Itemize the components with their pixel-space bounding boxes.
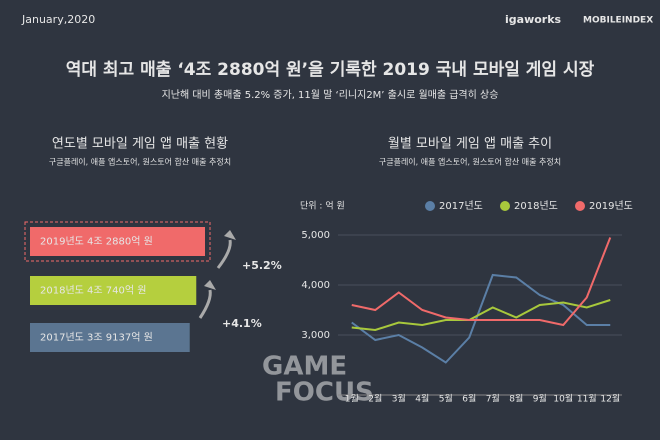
growth-arrow xyxy=(216,239,232,269)
watermark: FOCUS xyxy=(275,378,374,408)
arrowhead xyxy=(224,230,236,240)
subtitle: 지난해 대비 총매출 5.2% 증가, 11월 말 ‘리니지2M’ 출시로 월매… xyxy=(162,88,499,101)
x-tick-label: 9월 xyxy=(533,393,547,405)
watermark: GAME xyxy=(262,352,347,382)
title: 역대 최고 매출 ‘4조 2880억 원’을 기록한 2019 국내 모바일 게… xyxy=(66,59,595,80)
bar-label: 2019년도 4조 2880억 원 xyxy=(40,236,153,248)
x-tick-label: 10월 xyxy=(553,393,573,405)
x-tick-label: 4월 xyxy=(415,393,429,405)
legend-swatch xyxy=(500,201,510,211)
bar xyxy=(30,276,197,305)
legend-label: 2019년도 xyxy=(589,200,633,212)
x-tick-label: 6월 xyxy=(462,393,476,405)
series-line xyxy=(351,237,612,327)
series-line xyxy=(351,273,611,364)
arrowhead xyxy=(204,280,216,290)
left-chart-title: 연도별 모바일 게임 앱 매출 현황 xyxy=(52,137,228,152)
legend-label: 2017년도 xyxy=(439,200,483,212)
unit-label: 단위 : 억 원 xyxy=(300,200,345,212)
right-chart-title: 월별 모바일 게임 앱 매출 추이 xyxy=(388,137,552,152)
y-tick-label: 3,000 xyxy=(301,330,330,341)
x-tick-label: 3월 xyxy=(392,393,406,405)
date: January,2020 xyxy=(21,13,95,26)
growth-arrow xyxy=(198,289,212,319)
x-tick-label: 7월 xyxy=(486,393,500,405)
x-tick-label: 8월 xyxy=(509,393,523,405)
x-tick-label: 12월 xyxy=(600,393,620,405)
logo-right: MOBILEINDEX xyxy=(583,16,653,26)
x-tick-label: 1월 xyxy=(345,393,359,405)
bar xyxy=(30,227,205,256)
x-tick-label: 11월 xyxy=(577,393,597,405)
growth-annotation: +5.2% xyxy=(242,259,282,272)
logo-left: igaworks xyxy=(505,13,562,26)
y-tick-label: 4,000 xyxy=(301,280,330,291)
legend-swatch xyxy=(425,201,435,211)
legend-label: 2018년도 xyxy=(514,200,558,212)
series-line xyxy=(351,299,611,332)
x-tick-label: 5월 xyxy=(439,393,453,405)
x-tick-label: 2월 xyxy=(368,393,382,405)
bar xyxy=(30,323,190,352)
y-tick-label: 5,000 xyxy=(301,230,330,241)
legend-swatch xyxy=(575,201,585,211)
growth-annotation: +4.1% xyxy=(222,317,262,330)
bar-label: 2018년도 4조 740억 원 xyxy=(40,285,146,297)
left-chart-subtitle: 구글플레이, 애플 앱스토어, 원스토어 합산 매출 추정치 xyxy=(49,157,231,167)
bar-label: 2017년도 3조 9137억 원 xyxy=(40,332,153,344)
right-chart-subtitle: 구글플레이, 애플 앱스토어, 원스토어 합산 매출 추정치 xyxy=(379,157,561,167)
highlight-outline xyxy=(24,221,211,262)
